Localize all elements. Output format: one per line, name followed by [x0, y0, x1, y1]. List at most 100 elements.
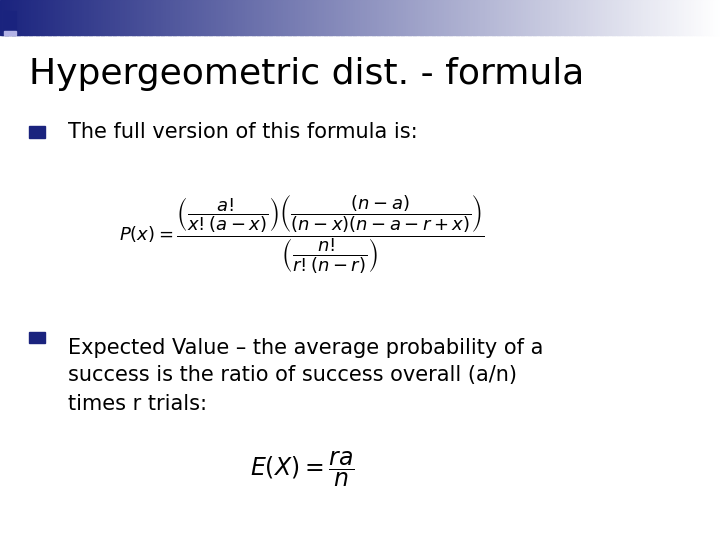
Bar	[106, 0, 109, 35]
Bar	[430, 0, 433, 35]
Bar	[711, 0, 714, 35]
Bar	[317, 0, 320, 35]
Bar	[197, 0, 200, 35]
Bar	[125, 0, 128, 35]
Bar	[322, 0, 325, 35]
Text: $P(x)=\dfrac{\left(\dfrac{a!}{x!(a-x)}\right)\left(\dfrac{(n-a)}{(n-x)(n-a-r+x)}: $P(x)=\dfrac{\left(\dfrac{a!}{x!(a-x)}\r…	[120, 194, 485, 276]
Bar	[360, 0, 363, 35]
Bar	[4, 31, 16, 35]
Bar	[163, 0, 166, 35]
Bar	[60, 0, 63, 35]
Bar	[490, 0, 492, 35]
Bar	[65, 0, 68, 35]
Bar	[199, 0, 202, 35]
Text: Expected Value – the average probability of a
success is the ratio of success ov: Expected Value – the average probability…	[68, 338, 544, 414]
Bar	[713, 0, 716, 35]
Bar	[225, 0, 229, 35]
Bar	[185, 0, 188, 35]
Bar	[538, 0, 541, 35]
Bar	[523, 0, 526, 35]
Bar	[504, 0, 507, 35]
Bar	[120, 0, 123, 35]
Bar	[405, 0, 409, 35]
Bar	[45, 0, 49, 35]
Bar	[696, 0, 699, 35]
Bar	[588, 0, 591, 35]
Bar	[310, 0, 312, 35]
Bar	[341, 0, 344, 35]
Bar	[233, 0, 236, 35]
Bar	[495, 0, 498, 35]
Bar	[562, 0, 564, 35]
Bar	[657, 0, 661, 35]
Bar	[698, 0, 701, 35]
Bar	[211, 0, 215, 35]
Bar	[135, 0, 138, 35]
Bar	[646, 0, 649, 35]
Bar	[286, 0, 289, 35]
Bar	[358, 0, 361, 35]
Bar	[63, 0, 66, 35]
Bar	[113, 0, 116, 35]
Bar	[38, 0, 42, 35]
Bar	[29, 0, 32, 35]
Bar	[528, 0, 531, 35]
Bar	[708, 0, 711, 35]
Bar	[2, 0, 6, 35]
Bar	[420, 0, 423, 35]
Bar	[243, 0, 246, 35]
Bar	[247, 0, 251, 35]
Bar	[571, 0, 575, 35]
Bar	[175, 0, 179, 35]
Bar	[466, 0, 469, 35]
Bar	[4, 11, 16, 30]
Bar	[418, 0, 420, 35]
Bar	[53, 0, 56, 35]
Bar	[149, 0, 152, 35]
Bar	[499, 0, 503, 35]
Bar	[288, 0, 291, 35]
Bar	[511, 0, 514, 35]
Bar	[449, 0, 452, 35]
Bar	[269, 0, 272, 35]
Bar	[300, 0, 303, 35]
Bar	[614, 0, 618, 35]
Bar	[5, 0, 8, 35]
Bar	[9, 0, 13, 35]
Bar	[81, 0, 85, 35]
Bar	[547, 0, 550, 35]
Bar	[223, 0, 226, 35]
Bar	[631, 0, 634, 35]
Bar	[151, 0, 154, 35]
Bar	[459, 0, 462, 35]
Bar	[672, 0, 675, 35]
Bar	[374, 0, 377, 35]
Bar	[312, 0, 315, 35]
Bar	[706, 0, 708, 35]
Bar	[117, 0, 121, 35]
Bar	[595, 0, 598, 35]
Bar	[574, 0, 577, 35]
Bar	[607, 0, 611, 35]
Bar	[343, 0, 346, 35]
Bar	[338, 0, 341, 35]
Bar	[351, 0, 354, 35]
Bar	[552, 0, 555, 35]
Bar	[0, 0, 3, 35]
Bar	[446, 0, 449, 35]
Bar	[115, 0, 118, 35]
Bar	[557, 0, 560, 35]
Bar	[425, 0, 428, 35]
Bar	[689, 0, 692, 35]
Bar	[617, 0, 620, 35]
Bar	[715, 0, 719, 35]
Bar	[108, 0, 111, 35]
Bar	[324, 0, 327, 35]
Bar	[593, 0, 596, 35]
Bar	[230, 0, 233, 35]
Bar	[482, 0, 485, 35]
Bar	[600, 0, 603, 35]
Bar	[693, 0, 697, 35]
Bar	[441, 0, 445, 35]
Text: The full version of this formula is:: The full version of this formula is:	[68, 122, 418, 143]
